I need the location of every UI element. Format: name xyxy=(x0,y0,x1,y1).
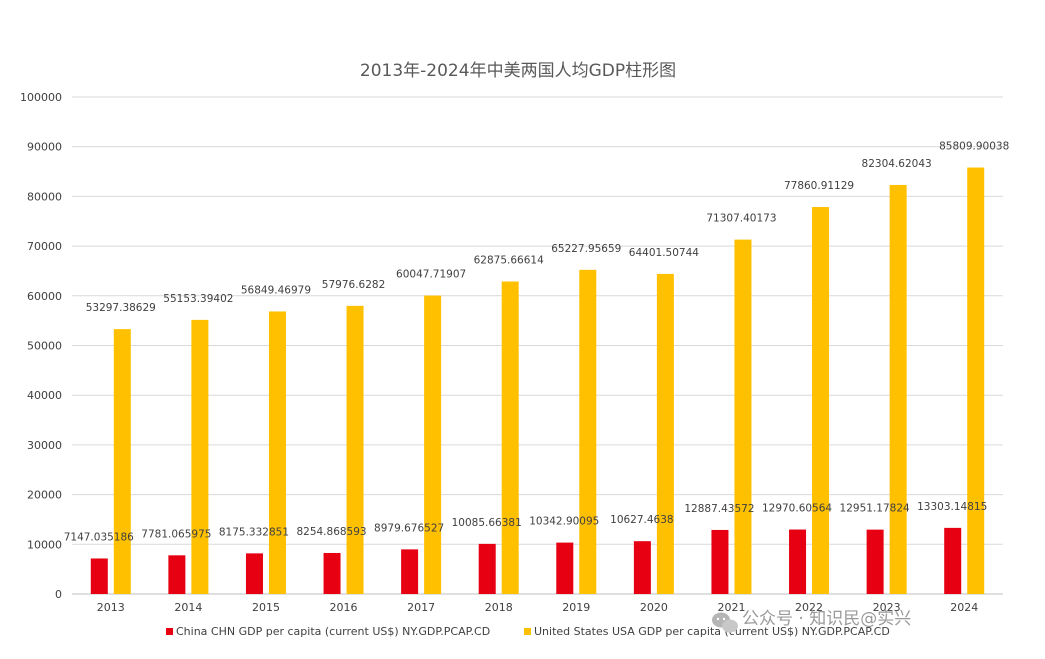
bar-china xyxy=(633,541,651,594)
bar-usa xyxy=(734,239,752,594)
bar-china xyxy=(944,527,962,594)
data-label-china: 12887.43572 xyxy=(684,503,754,515)
y-tick-label: 50000 xyxy=(27,340,62,353)
data-label-china: 12970.60564 xyxy=(762,503,832,515)
data-label-china: 10085.66381 xyxy=(452,517,522,529)
data-label-usa: 62875.66614 xyxy=(474,255,544,267)
x-tick-label: 2014 xyxy=(174,601,202,614)
chart-title: 2013年-2024年中美两国人均GDP柱形图 xyxy=(360,61,676,81)
bar-usa xyxy=(889,184,907,594)
bar-usa xyxy=(501,281,519,594)
data-label-usa: 55153.39402 xyxy=(163,293,233,305)
data-label-china: 8175.332851 xyxy=(219,526,289,538)
bar-usa xyxy=(346,305,364,594)
y-tick-label: 70000 xyxy=(27,240,62,253)
bar-china xyxy=(789,529,807,594)
bar-usa xyxy=(579,269,597,594)
data-label-china: 8254.868593 xyxy=(296,526,366,538)
y-tick-label: 20000 xyxy=(27,489,62,502)
grid-lines xyxy=(72,96,1003,595)
data-label-china: 7781.065975 xyxy=(141,528,211,540)
bar-usa xyxy=(113,329,131,594)
data-label-usa: 77860.91129 xyxy=(784,180,854,192)
bar-china xyxy=(168,555,186,594)
bar-usa xyxy=(424,295,442,594)
legend: China CHN GDP per capita (current US$) N… xyxy=(166,625,890,638)
legend-label-china: China CHN GDP per capita (current US$) N… xyxy=(176,625,490,638)
data-label-usa: 82304.62043 xyxy=(862,158,932,170)
x-tick-label: 2017 xyxy=(407,601,435,614)
bar-usa xyxy=(191,319,209,594)
data-label-usa: 64401.50744 xyxy=(629,247,699,259)
y-tick-label: 30000 xyxy=(27,439,62,452)
data-label-usa: 60047.71907 xyxy=(396,269,466,281)
data-label-usa: 56849.46979 xyxy=(241,284,311,296)
data-label-china: 10342.90095 xyxy=(529,516,599,528)
bars xyxy=(90,167,985,595)
legend-swatch-china xyxy=(166,628,173,635)
x-tick-label: 2023 xyxy=(873,601,901,614)
x-tick-label: 2021 xyxy=(717,601,745,614)
data-label-china: 12951.17824 xyxy=(840,503,910,515)
bar-china xyxy=(323,552,341,594)
bar-china xyxy=(556,542,574,594)
bar-china xyxy=(711,529,729,594)
x-axis-tick-labels: 2013 2014 2015 2016 2017 2018 2019 2020 2021 2022… xyxy=(97,601,978,614)
y-tick-label: 10000 xyxy=(27,538,62,551)
data-labels: 7147.035186 53297.38629 7781.065975 55153.3… xyxy=(64,141,1010,544)
x-tick-label: 2022 xyxy=(795,601,823,614)
wechat-icon xyxy=(712,612,738,633)
data-label-usa: 65227.95659 xyxy=(551,243,621,255)
x-tick-label: 2015 xyxy=(252,601,280,614)
data-label-china: 7147.035186 xyxy=(64,531,134,543)
data-label-usa: 53297.38629 xyxy=(86,302,156,314)
bar-china xyxy=(866,529,884,594)
legend-swatch-usa xyxy=(524,628,531,635)
y-tick-label: 40000 xyxy=(27,389,62,402)
y-tick-label: 100000 xyxy=(20,91,62,104)
bar-usa xyxy=(967,167,985,595)
data-label-china: 8979.676527 xyxy=(374,522,444,534)
data-label-china: 10627.4638 xyxy=(610,514,673,526)
x-tick-label: 2020 xyxy=(640,601,668,614)
x-tick-label: 2024 xyxy=(950,601,978,614)
y-tick-label: 90000 xyxy=(27,141,62,154)
x-tick-label: 2018 xyxy=(485,601,513,614)
data-label-usa: 71307.40173 xyxy=(706,213,776,225)
bar-china xyxy=(401,549,419,594)
x-tick-label: 2013 xyxy=(97,601,125,614)
bar-usa xyxy=(812,207,830,595)
y-tick-label: 80000 xyxy=(27,190,62,203)
bar-china xyxy=(245,553,263,594)
y-axis-tick-labels: 0 10000 20000 30000 40000 50000 60000 70000 8000… xyxy=(20,91,62,601)
legend-label-usa: United States USA GDP per capita (curren… xyxy=(534,625,890,638)
bar-china xyxy=(478,543,496,594)
x-tick-label: 2016 xyxy=(330,601,358,614)
watermark-text: 公众号 · 知识民@实兴 xyxy=(742,609,911,629)
x-tick-label: 2019 xyxy=(562,601,590,614)
bar-usa xyxy=(656,273,674,594)
watermark: 公众号 · 知识民@实兴 xyxy=(712,609,911,633)
data-label-usa: 85809.90038 xyxy=(939,141,1009,153)
data-label-china: 13303.14815 xyxy=(917,501,987,513)
bar-china xyxy=(90,558,108,594)
y-tick-label: 60000 xyxy=(27,290,62,303)
bar-usa xyxy=(268,311,286,594)
y-tick-label: 0 xyxy=(55,588,62,601)
data-label-usa: 57976.6282 xyxy=(322,279,385,291)
